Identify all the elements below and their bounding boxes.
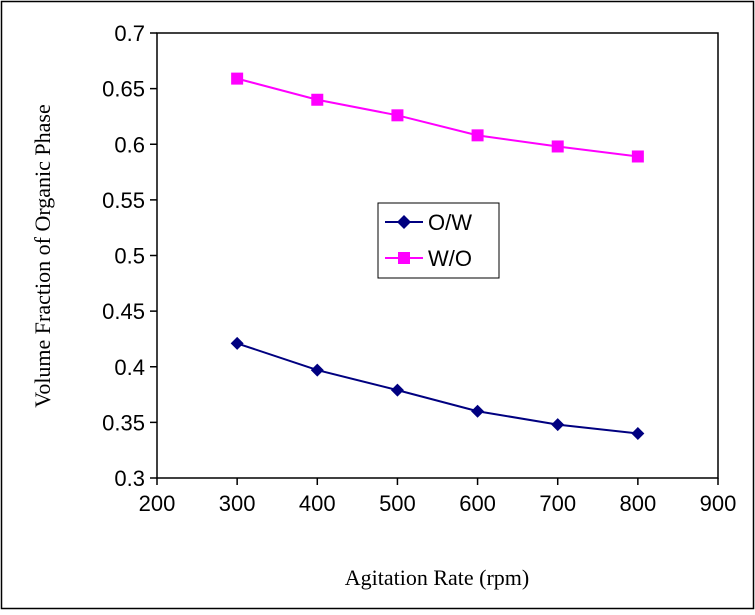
legend-marker-o-w [397,215,411,229]
y-tick-label: 0.7 [114,21,145,46]
y-axis-ticks: 0.3 0.35 0.4 0.45 0.5 0.55 0.6 0.65 0.7 [102,21,157,491]
y-tick-label: 0.55 [102,188,145,213]
data-point-o-w [551,418,565,432]
y-axis-title: Volume Fraction of Organic Phase [30,104,55,407]
y-tick-label: 0.5 [114,244,145,269]
data-point-w-o [391,109,404,122]
data-point-w-o [631,150,644,163]
data-point-o-w [390,383,404,397]
series-line-w-o [236,77,638,158]
data-point-w-o [551,140,564,153]
y-tick-label: 0.6 [114,132,145,157]
legend-box [377,202,500,279]
data-point-o-w [631,427,645,440]
data-point-o-w [230,336,244,350]
x-tick-label: 200 [139,491,176,516]
legend-label-o-w: O/W [428,210,472,235]
y-tick-label: 0.65 [102,77,145,102]
x-tick-label: 300 [219,491,256,516]
y-tick-label: 0.35 [102,410,145,435]
x-tick-label: 500 [379,491,416,516]
legend-marker-w-o [398,252,410,264]
data-point-o-w [471,404,485,418]
x-axis-title: Agitation Rate (rpm) [345,565,530,590]
y-tick-label: 0.45 [102,299,145,324]
legend: O/W W/O [377,202,500,279]
series-line-o-w [236,342,638,435]
y-tick-label: 0.4 [114,355,145,380]
x-tick-label: 400 [299,491,336,516]
legend-label-w-o: W/O [428,246,472,271]
data-point-w-o [311,93,324,106]
y-tick-label: 0.3 [114,466,145,491]
data-point-w-o [231,72,244,85]
series-layer [230,72,645,440]
x-tick-label: 800 [619,491,656,516]
data-point-w-o [471,129,484,142]
x-tick-label: 900 [700,491,737,516]
x-tick-label: 700 [539,491,576,516]
x-tick-label: 600 [459,491,496,516]
x-axis-ticks: 200 300 400 500 600 700 800 900 [139,478,737,516]
data-point-o-w [310,363,324,377]
